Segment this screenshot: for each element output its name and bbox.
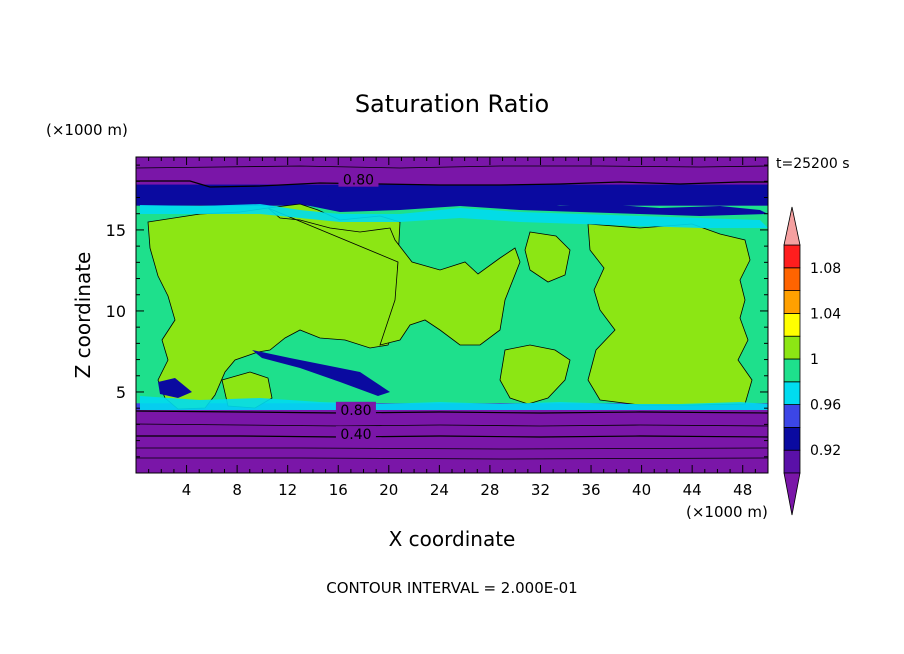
x-tick-label: 28 (480, 481, 499, 499)
x-tick-label: 36 (581, 481, 600, 499)
contour-label-0: 0.80 (343, 173, 374, 189)
contour-field: 0.80 0.80 0.40 (136, 157, 768, 473)
shear-streak-1 (252, 350, 390, 396)
colorbar-bin-6 (783, 312, 801, 337)
y-tick-label: 5 (116, 383, 126, 402)
colorbar-bin-1 (783, 426, 801, 451)
upper-band-streak (300, 196, 768, 216)
y-axis: 5 10 15 (106, 164, 768, 458)
cloud-region-right (587, 223, 753, 406)
x-tick-label: 12 (278, 481, 297, 499)
x-unit-label: (×1000 m) (686, 503, 768, 521)
contour-label-bg-0 (338, 171, 379, 187)
x-tick-label: 48 (733, 481, 752, 499)
x-tick-label: 8 (232, 481, 242, 499)
y-tick-label: 10 (106, 302, 126, 321)
colorbar-bin-4 (783, 358, 801, 383)
cloud-region-center (267, 207, 521, 346)
contour-lower-2 (136, 423, 768, 427)
time-label: t=25200 s (776, 156, 850, 172)
contour-label-bg-2 (335, 426, 376, 442)
colorbar-bin-7 (783, 290, 801, 314)
cyan-patch-top (140, 204, 768, 228)
colorbar-bin-8 (783, 267, 801, 291)
x-tick-label: 4 (182, 481, 192, 499)
contour-lower-5 (136, 457, 768, 460)
layer-4 (136, 157, 768, 185)
x-tick-label: 40 (632, 481, 651, 499)
contour-0.80-upper (136, 180, 768, 188)
cloud-region-upper-right (524, 231, 571, 283)
x-axis-label: X coordinate (389, 527, 516, 551)
x-tick-label: 32 (531, 481, 550, 499)
colorbar-bin-5 (783, 335, 801, 360)
supersaturated-regions (147, 203, 753, 410)
contour-label-bg-1 (335, 401, 376, 417)
chart-title: Saturation Ratio (355, 90, 549, 118)
colorbar-bin-2 (783, 404, 801, 428)
colorbar-bin-0 (783, 449, 801, 474)
cloud-region-mid (499, 344, 571, 405)
x-axis: 4 8 12 16 20 24 28 32 36 40 44 48 (148, 157, 769, 499)
contour-interval-label: CONTOUR INTERVAL = 2.000E-01 (326, 579, 577, 597)
colorbar-tick-label: 1 (810, 352, 819, 368)
contour-lower-4 (136, 447, 768, 450)
colorbar-tick-label: 0.92 (810, 443, 841, 459)
contour-upper-2 (136, 165, 768, 169)
subsaturated-streaks (158, 196, 768, 398)
y-unit-label: (×1000 m) (46, 121, 128, 139)
contour-0.40 (136, 435, 768, 438)
colorbar-bin-9 (783, 244, 801, 269)
contour-label-2: 0.40 (340, 427, 371, 443)
x-tick-label: 24 (430, 481, 449, 499)
colorbar-over-arrow (783, 206, 801, 246)
y-tick-label: 15 (106, 221, 126, 240)
shear-streak-2 (158, 378, 192, 398)
x-tick-label: 20 (379, 481, 398, 499)
x-tick-label: 16 (329, 481, 348, 499)
layer-0 (136, 409, 768, 473)
colorbar-tick-label: 1.04 (810, 306, 841, 322)
colorbar-tick-label: 1.08 (810, 261, 841, 277)
contour-0.80-lower (136, 410, 768, 414)
colorbar-under-arrow (783, 472, 801, 516)
cyan-patches (140, 204, 768, 410)
colorbar-bin-3 (783, 381, 801, 405)
contour-label-1: 0.80 (340, 403, 371, 419)
x-tick-label: 44 (683, 481, 702, 499)
y-axis-label: Z coordinate (71, 252, 95, 379)
colorbar-tick-label: 0.96 (810, 398, 841, 414)
colorbar: 0.92 0.96 1 1.04 1.08 (783, 206, 841, 516)
cyan-patch-lower (140, 396, 768, 410)
layer-3 (136, 184, 768, 206)
contour-lines (136, 165, 768, 460)
